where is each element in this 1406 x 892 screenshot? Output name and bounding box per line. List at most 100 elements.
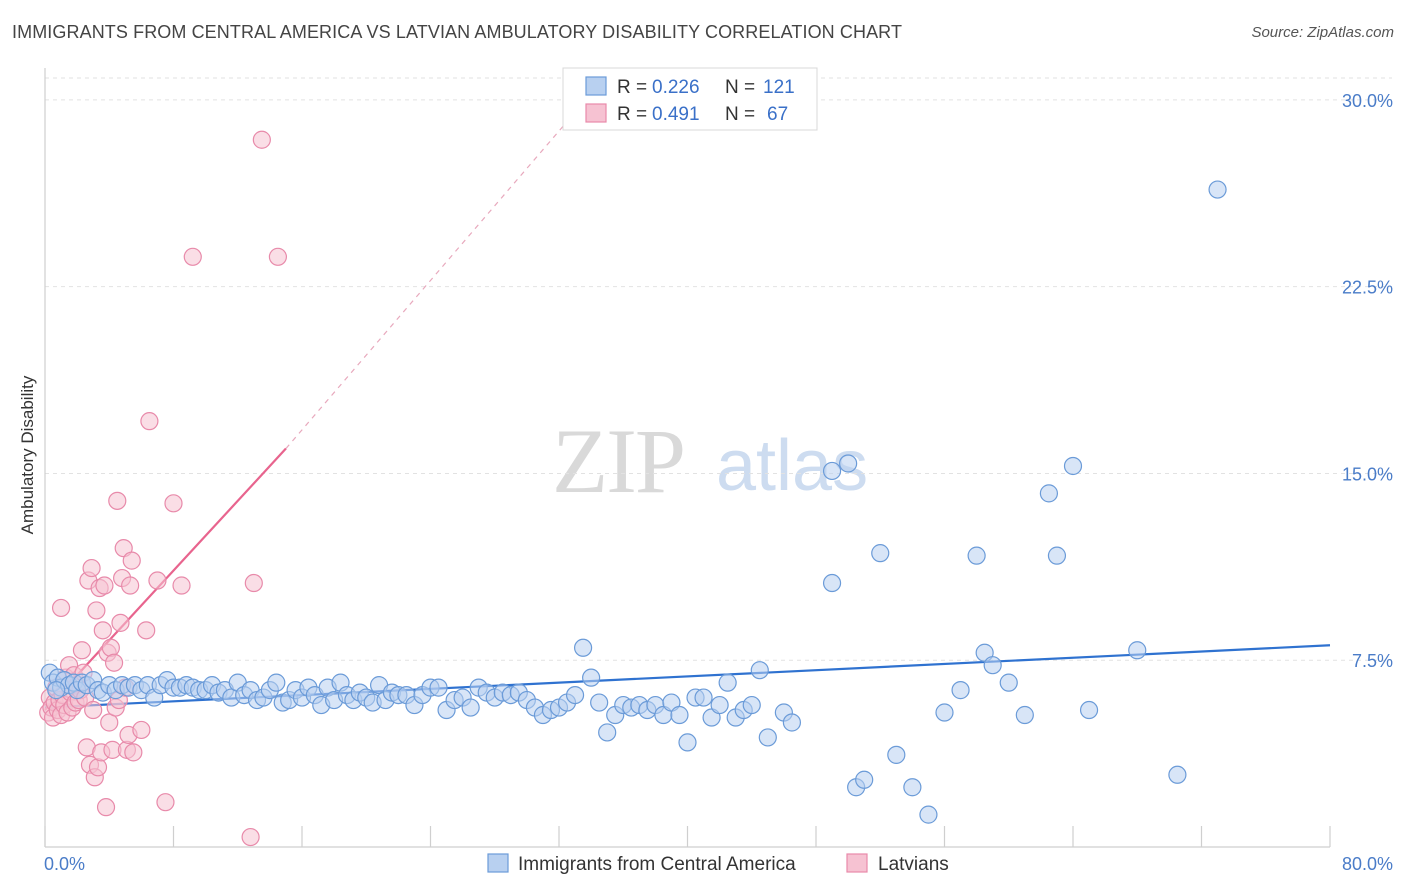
latvians-point-52 xyxy=(122,551,141,570)
bottom-legend-label-pink: Latvians xyxy=(878,854,949,875)
central-america-point-106 xyxy=(782,713,802,732)
watermark-zip: ZIP xyxy=(552,410,684,512)
central-america-point-93 xyxy=(670,705,689,725)
trend-lines xyxy=(44,111,1331,711)
central-america-point-104 xyxy=(758,728,777,747)
trend-line-latvians-extension xyxy=(285,111,576,449)
central-america-point-94 xyxy=(678,733,697,752)
legend-r-label-pink: R = xyxy=(617,104,647,125)
bottom-legend: Immigrants from Central America Latvians xyxy=(487,853,949,875)
central-america-point-107 xyxy=(822,461,842,481)
central-america-point-124 xyxy=(1047,546,1067,565)
central-america-point-99 xyxy=(718,673,737,692)
latvians-point-35 xyxy=(95,576,114,595)
legend-n-label-blue: N = xyxy=(725,77,755,98)
central-america-point-63 xyxy=(429,678,448,697)
legend-r-value-blue: 0.226 xyxy=(652,77,700,98)
central-america-point-121 xyxy=(999,673,1018,692)
central-america-point-117 xyxy=(951,681,970,700)
legend-n-value-blue: 121 xyxy=(763,77,795,98)
central-america-point-108 xyxy=(822,573,842,593)
y-tick-label-3: 30.0% xyxy=(1342,91,1393,111)
central-america-point-116 xyxy=(935,703,954,722)
central-america-point-96 xyxy=(694,688,713,707)
latvians-point-54 xyxy=(132,720,151,740)
legend-r-label-blue: R = xyxy=(617,77,647,98)
latvians-point-45 xyxy=(111,613,130,632)
latvians-point-21 xyxy=(72,641,92,660)
latvians-point-41 xyxy=(104,653,124,672)
latvians-points xyxy=(39,130,288,847)
central-america-point-127 xyxy=(1128,641,1147,660)
latvians-point-64 xyxy=(252,130,271,149)
watermark: ZIP atlas xyxy=(552,410,868,512)
central-america-point-112 xyxy=(871,544,890,563)
central-america-point-128 xyxy=(1168,765,1187,784)
central-america-point-67 xyxy=(461,698,480,717)
latvians-point-51 xyxy=(121,576,140,595)
axes xyxy=(44,68,1331,848)
central-america-point-102 xyxy=(742,695,761,715)
x-tick-label-1: 80.0% xyxy=(1342,854,1393,874)
latvians-point-55 xyxy=(137,621,156,640)
latvians-point-27 xyxy=(82,558,101,578)
central-america-point-115 xyxy=(919,805,938,824)
legend-r-value-pink: 0.491 xyxy=(652,104,700,125)
central-america-point-82 xyxy=(582,668,601,687)
bottom-legend-label-blue: Immigrants from Central America xyxy=(518,854,796,875)
latvians-point-61 xyxy=(183,247,202,266)
latvians-point-30 xyxy=(87,601,106,620)
legend-swatch-blue xyxy=(585,76,607,96)
latvians-point-65 xyxy=(268,247,288,266)
latvians-point-43 xyxy=(108,491,127,510)
latvians-point-58 xyxy=(156,793,175,812)
tick-labels: 7.5% 15.0% 22.5% 30.0% 0.0% 80.0% xyxy=(44,91,1393,874)
latvians-point-28 xyxy=(84,700,103,720)
latvians-point-39 xyxy=(101,638,120,657)
central-america-point-103 xyxy=(750,661,769,680)
x-tick-label-0: 0.0% xyxy=(44,854,85,874)
latvians-point-66 xyxy=(51,598,71,618)
central-america-points xyxy=(40,180,1227,824)
central-america-point-81 xyxy=(573,638,593,657)
central-america-point-125 xyxy=(1063,456,1083,476)
central-america-point-111 xyxy=(855,770,874,789)
latvians-point-59 xyxy=(164,494,183,513)
central-america-point-126 xyxy=(1079,700,1099,720)
central-america-point-123 xyxy=(1039,484,1059,503)
y-tick-label-2: 22.5% xyxy=(1342,278,1393,298)
central-america-point-113 xyxy=(887,745,906,764)
latvians-point-34 xyxy=(93,621,112,640)
central-america-point-114 xyxy=(903,778,922,797)
legend-n-label-pink: N = xyxy=(725,104,755,125)
latvians-point-57 xyxy=(148,571,167,590)
central-america-point-98 xyxy=(710,695,729,715)
central-america-point-118 xyxy=(967,546,986,565)
legend-swatch-pink xyxy=(585,103,607,123)
latvians-point-63 xyxy=(244,573,263,593)
central-america-point-39 xyxy=(267,673,286,692)
legend: R = 0.226 N = 121 R = 0.491 N = 67 xyxy=(562,67,818,131)
gridlines xyxy=(45,77,1392,661)
central-america-point-83 xyxy=(590,693,609,712)
chart-source: Source: ZipAtlas.com xyxy=(1251,24,1394,41)
central-america-point-109 xyxy=(839,454,858,473)
bottom-legend-swatch-pink xyxy=(846,853,868,873)
latvians-point-60 xyxy=(172,576,191,595)
central-america-point-129 xyxy=(1208,180,1227,199)
bottom-legend-swatch-blue xyxy=(487,853,509,873)
central-america-point-130 xyxy=(47,681,66,700)
central-america-point-120 xyxy=(983,656,1002,675)
latvians-point-31 xyxy=(88,758,108,777)
latvians-point-36 xyxy=(96,798,116,817)
central-america-point-84 xyxy=(598,723,617,742)
chart-title: IMMIGRANTS FROM CENTRAL AMERICA VS LATVI… xyxy=(12,22,903,42)
central-america-point-122 xyxy=(1015,705,1034,725)
central-america-point-80 xyxy=(565,685,585,705)
latvians-point-62 xyxy=(241,827,260,847)
latvians-point-56 xyxy=(140,412,159,431)
y-tick-label-1: 15.0% xyxy=(1342,464,1393,484)
latvians-point-53 xyxy=(124,743,143,762)
legend-n-value-pink: 67 xyxy=(767,104,788,125)
